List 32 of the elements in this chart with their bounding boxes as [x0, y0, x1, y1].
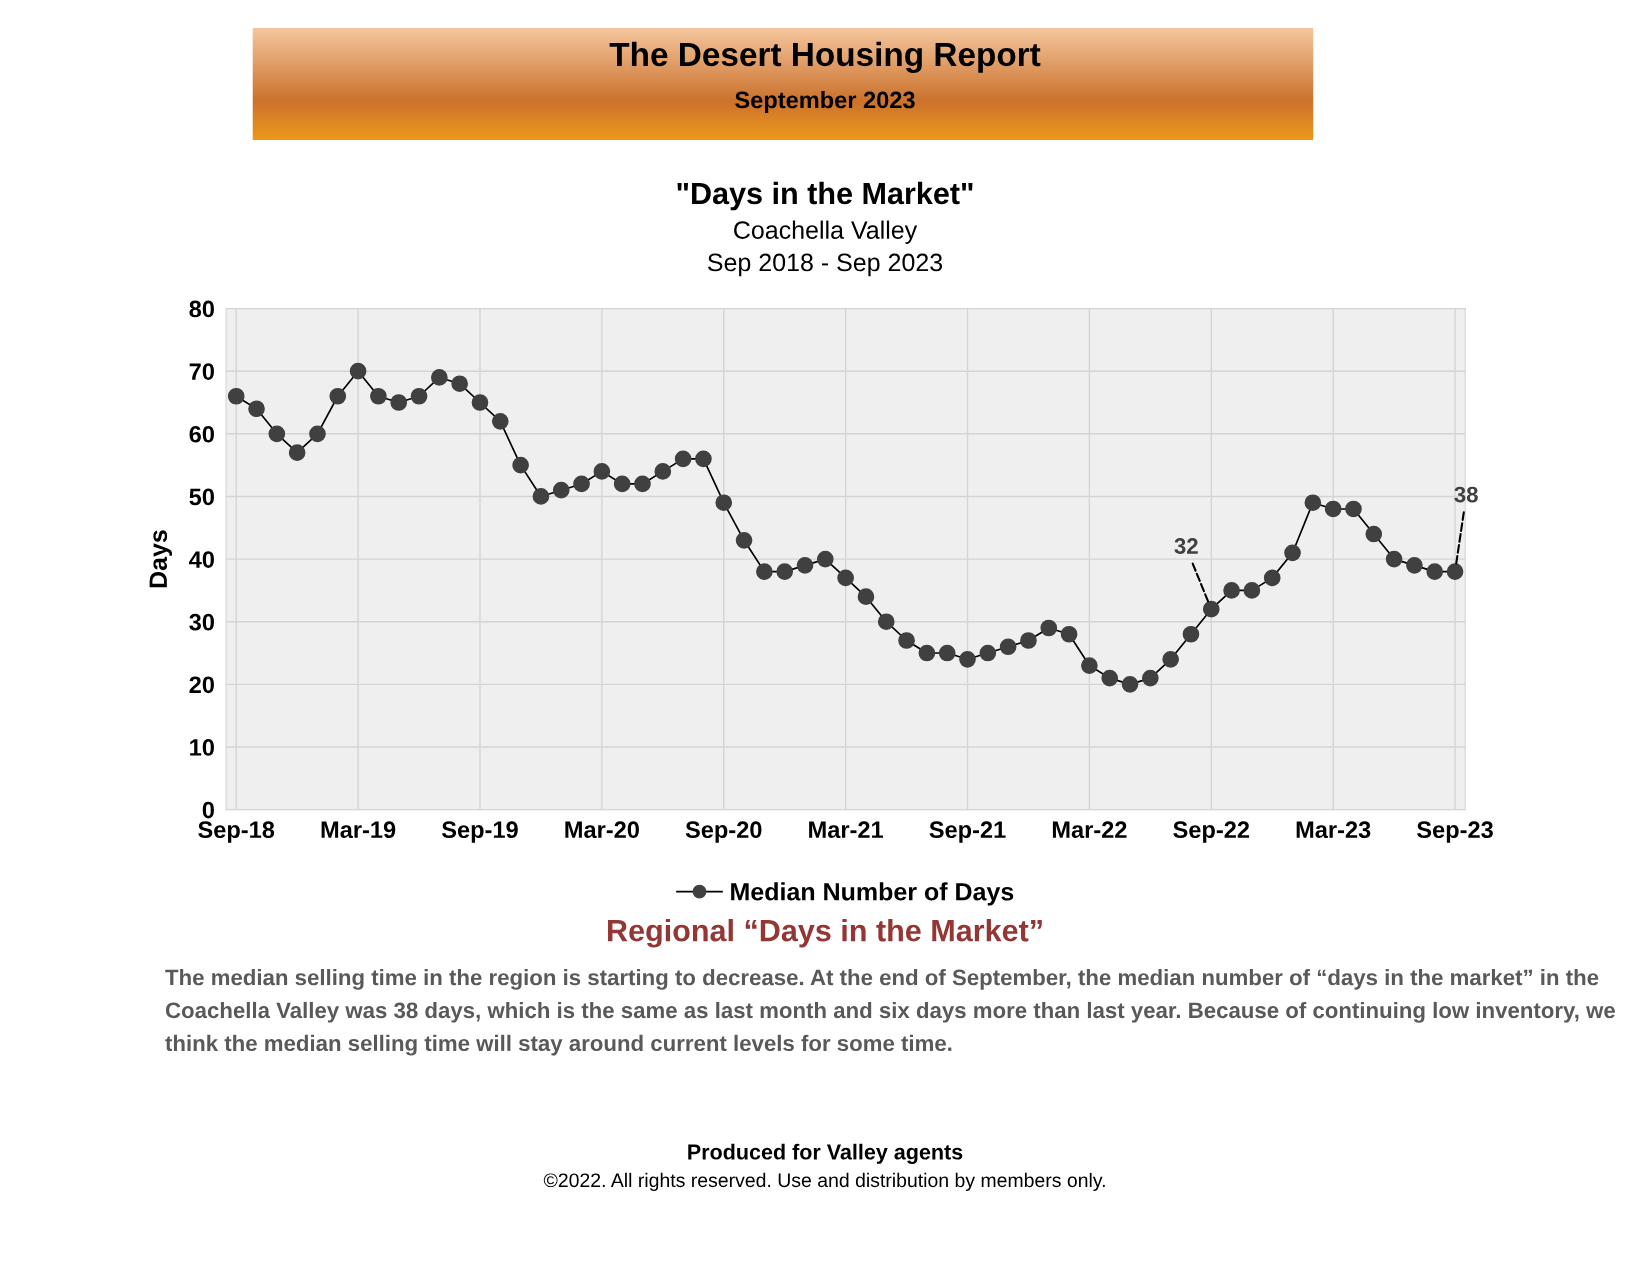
y-tick-label: 30: [189, 613, 214, 631]
x-tick-label: Mar-20: [565, 821, 639, 839]
x-tick-label: Mar-21: [809, 821, 884, 839]
text: Produced for Valley agents: [688, 1143, 963, 1164]
y-tick-label: 20: [189, 676, 214, 694]
y-tick-label: 70: [189, 363, 214, 380]
text: ©2022. All rights reserved. Use and distribution by members only.: [543, 1172, 1105, 1191]
x-tick-label: Mar-22: [1052, 821, 1127, 839]
text: The median selling time in the region is starting to decrease. At the end of September, the median number of “days in the market” in the Coachella Valley was 38 days, which is the same as last month and six days more than last year. Because of continuing low inventory, we think the median selling time will stay around current levels for some time.: [165, 969, 1615, 1056]
y-tick-label: 50: [189, 488, 214, 506]
text: Regional “Days in the Market”: [608, 918, 1042, 948]
x-tick-label: Mar-23: [1296, 821, 1371, 839]
annotation: 32: [1174, 538, 1198, 554]
text: The Desert Housing Report: [609, 41, 1041, 73]
legend-label: Median Number of Days: [731, 882, 1014, 906]
chart-subtitle: Coachella Valley Sep 2018 - Sep 2023: [707, 220, 943, 277]
y-tick-label: 40: [189, 551, 214, 568]
x-tick-label: Sep-19: [441, 821, 518, 843]
x-tick-label: Sep-21: [929, 821, 1006, 843]
x-tick-label: Sep-18: [198, 821, 275, 843]
y-tick-label: 10: [190, 739, 214, 756]
annotation: 38: [1454, 486, 1478, 503]
y-axis-title: Days: [149, 530, 173, 588]
x-tick-label: Mar-19: [321, 821, 396, 839]
x-tick-label: Sep-23: [1417, 821, 1493, 843]
y-tick-label: 80: [189, 300, 214, 318]
x-tick-label: Sep-22: [1173, 821, 1250, 843]
x-tick-label: Sep-20: [685, 821, 762, 843]
text: September 2023: [735, 91, 915, 114]
y-tick-label: 60: [189, 425, 214, 443]
chart-title: "Days in the Market": [677, 181, 973, 211]
y-tick-label: 0: [202, 801, 214, 819]
